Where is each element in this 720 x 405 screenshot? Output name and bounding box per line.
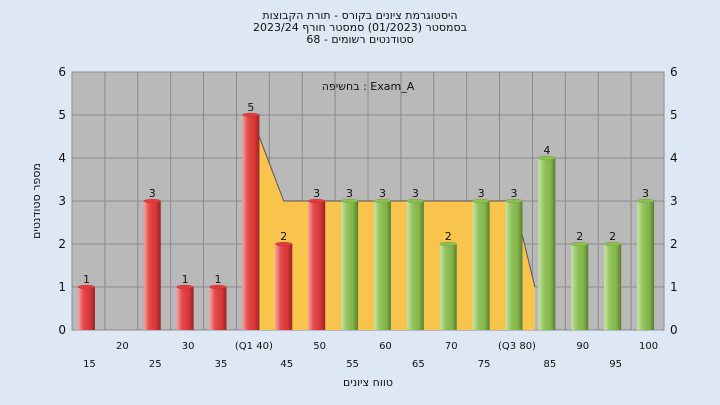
- bar-value-label: 1: [182, 273, 189, 286]
- bar-shading: [209, 287, 227, 330]
- bar-top: [373, 198, 392, 204]
- annotation-label: בחשיפה : Exam_A: [322, 80, 415, 93]
- bar-shading: [143, 201, 161, 330]
- bar-top: [538, 155, 556, 161]
- x-tick-label: 100: [639, 341, 658, 352]
- x-tick-label: 30: [182, 341, 195, 352]
- bar-top: [209, 284, 227, 290]
- x-tick-label: 50: [313, 341, 326, 352]
- bar-value-label: 3: [412, 187, 419, 200]
- bar-shading: [571, 244, 589, 330]
- bar-top: [340, 198, 359, 204]
- bar-value-label: 3: [511, 187, 518, 200]
- x-tick-label: (Q3 80): [498, 341, 536, 352]
- bar-shading: [472, 201, 490, 330]
- bar-shading: [308, 201, 326, 330]
- x-tick-label: 45: [280, 359, 293, 370]
- chart-title-line-3: סטודנטים רשומים - 68: [306, 33, 414, 46]
- bar-top: [439, 241, 457, 247]
- bar-value-label: 2: [609, 230, 616, 243]
- bar-shading: [242, 115, 260, 330]
- x-tick-label: 90: [576, 341, 589, 352]
- bar-value-label: 3: [642, 187, 649, 200]
- bar-shading: [439, 244, 457, 330]
- bar-value-label: 1: [83, 273, 90, 286]
- x-tick-label: 85: [544, 359, 557, 370]
- bar-top: [242, 112, 260, 118]
- y-tick-label-left: 6: [58, 65, 66, 79]
- x-tick-label: 20: [116, 341, 129, 352]
- y-tick-label-right: 6: [670, 65, 678, 79]
- bar-top: [505, 198, 523, 204]
- y-tick-label-left: 3: [58, 194, 66, 208]
- y-tick-label-right: 2: [670, 237, 678, 251]
- bar-value-label: 2: [445, 230, 452, 243]
- y-tick-label-left: 2: [58, 237, 66, 251]
- x-tick-label: 95: [609, 359, 622, 370]
- bar-top: [636, 198, 655, 204]
- y-tick-label-left: 5: [58, 108, 66, 122]
- y-tick-label-right: 3: [670, 194, 678, 208]
- x-tick-label: 55: [346, 359, 359, 370]
- bar-top: [143, 198, 161, 204]
- x-tick-label: 25: [149, 359, 162, 370]
- bar-value-label: 2: [576, 230, 583, 243]
- bar-shading: [373, 201, 391, 330]
- bar-value-label: 1: [215, 273, 222, 286]
- y-axis-title: מספר סטודנטים: [30, 163, 43, 239]
- bar-top: [472, 198, 490, 204]
- bar-shading: [637, 201, 655, 330]
- x-tick-label: (Q1 40): [235, 341, 273, 352]
- x-tick-label: 70: [445, 341, 458, 352]
- bar-value-label: 3: [379, 187, 386, 200]
- x-tick-label: 75: [478, 359, 491, 370]
- bar-top: [571, 241, 589, 247]
- bar-value-label: 3: [313, 187, 320, 200]
- bar-value-label: 5: [247, 101, 254, 114]
- bar-top: [77, 284, 96, 290]
- bar-value-label: 3: [346, 187, 353, 200]
- y-tick-label-left: 4: [58, 151, 66, 165]
- chart-title-line-2: בסמסטר (01/2023) סמסטר חורף 2023/24: [253, 21, 467, 34]
- x-tick-label: 15: [83, 359, 96, 370]
- bar-top: [406, 198, 425, 204]
- bar-value-label: 4: [543, 144, 550, 157]
- y-tick-label-left: 0: [58, 323, 66, 337]
- y-tick-label-right: 1: [670, 280, 678, 294]
- bar-shading: [275, 244, 293, 330]
- x-tick-label: 60: [379, 341, 392, 352]
- bar-shading: [505, 201, 523, 330]
- y-tick-label-right: 4: [670, 151, 678, 165]
- x-tick-label: 35: [215, 359, 228, 370]
- y-tick-label-right: 0: [670, 323, 678, 337]
- x-axis-title: טווח ציונים: [343, 376, 393, 389]
- bar-shading: [604, 244, 622, 330]
- bar-shading: [77, 287, 95, 330]
- x-tick-label: 65: [412, 359, 425, 370]
- bar-shading: [538, 158, 556, 330]
- y-tick-label-right: 5: [670, 108, 678, 122]
- bar-top: [603, 241, 622, 247]
- bar-shading: [406, 201, 424, 330]
- bar-shading: [341, 201, 359, 330]
- bar-top: [275, 241, 293, 247]
- chart-title-line-1: היסטוגרמת ציונים בקורס - תורת הקבוצות: [262, 9, 458, 22]
- y-tick-label-left: 1: [58, 280, 66, 294]
- iqr-band-outline: [250, 114, 536, 288]
- bar-top: [307, 198, 326, 204]
- bar-value-label: 2: [280, 230, 287, 243]
- bar-value-label: 3: [478, 187, 485, 200]
- bar-top: [176, 284, 194, 290]
- bar-shading: [176, 287, 194, 330]
- bar-value-label: 3: [149, 187, 156, 200]
